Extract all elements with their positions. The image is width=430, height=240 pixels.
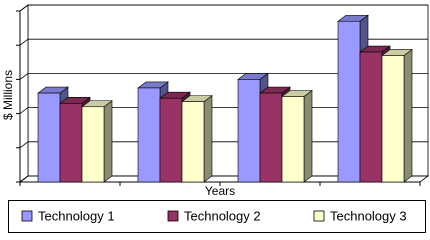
legend-swatch [313,210,325,222]
bar-front [381,55,405,183]
x-axis-label: Years [205,184,235,198]
bar [281,89,313,183]
bar-side [103,100,113,183]
bar-front [337,20,361,183]
bar-front [259,92,283,183]
side-wall [19,4,29,183]
y-axis-label: $ Millions [1,70,15,120]
grid-line [19,38,428,46]
grid-line [19,4,428,12]
bar [81,100,113,183]
legend-box [8,200,426,233]
legend-swatch [167,210,179,222]
bar-front [37,92,61,183]
bar-front [159,97,183,183]
bar [381,48,413,183]
bar-front [281,96,305,183]
legend-swatch [21,210,33,222]
bar-side [303,89,313,183]
bar [181,95,213,183]
bar-front [137,87,161,183]
legend-label: Technology 3 [330,208,407,223]
legend-label: Technology 1 [38,208,115,223]
bar-side [403,48,413,183]
legend-label: Technology 2 [184,208,261,223]
bar-front [181,101,205,183]
bar-front [359,51,383,183]
grid-line [19,73,428,80]
bar-front [81,106,105,183]
bar-front [59,103,83,183]
bar-side [203,95,213,183]
bar-front [237,79,261,183]
